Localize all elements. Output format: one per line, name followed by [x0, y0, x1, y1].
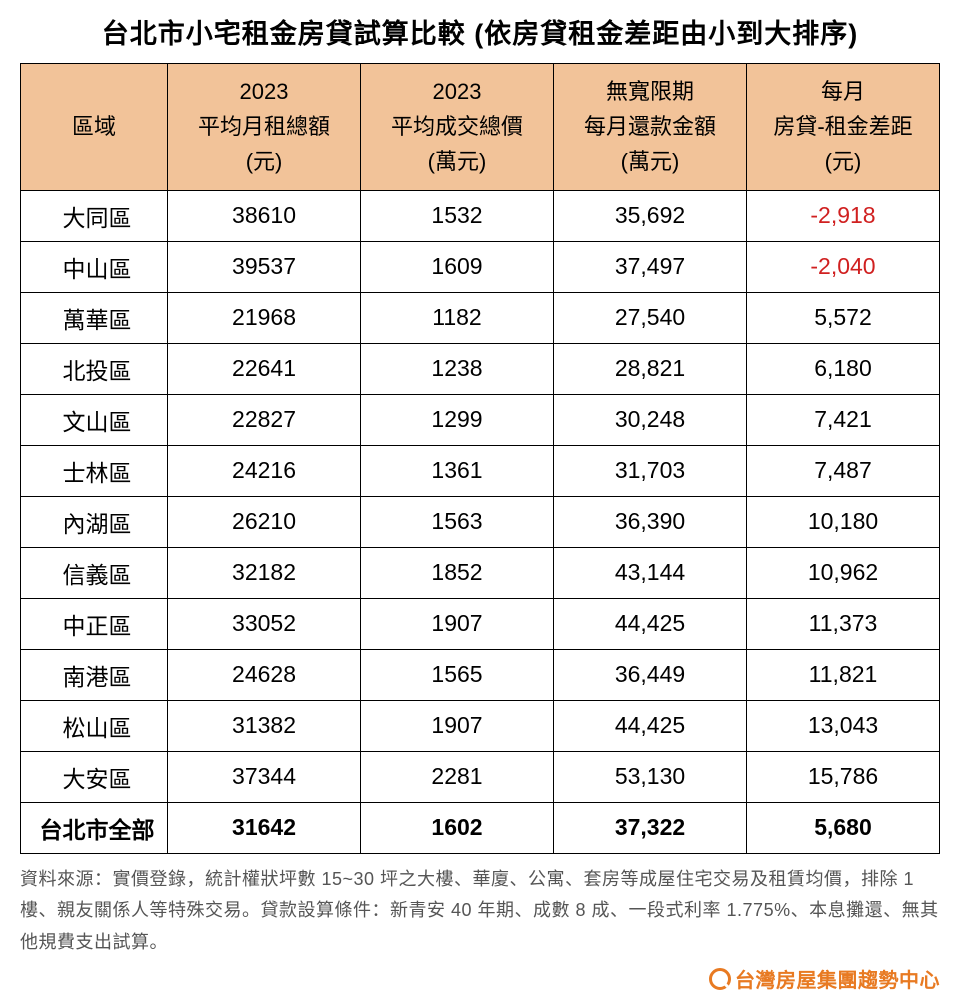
table-row: 中山區39537160937,497-2,040	[21, 241, 940, 292]
col-diff: 每月房貸-租金差距(元)	[746, 64, 939, 191]
cell-payment: 37,497	[554, 241, 747, 292]
cell-price: 1852	[361, 547, 554, 598]
cell-payment: 43,144	[554, 547, 747, 598]
table-row: 萬華區21968118227,5405,572	[21, 292, 940, 343]
cell-district-total: 台北市全部	[21, 802, 168, 853]
table-row: 內湖區26210156336,39010,180	[21, 496, 940, 547]
cell-diff: -2,918	[746, 190, 939, 241]
comparison-table: 區域 2023平均月租總額(元) 2023平均成交總價(萬元) 無寬限期每月還款…	[20, 63, 940, 854]
cell-payment: 44,425	[554, 598, 747, 649]
cell-payment: 28,821	[554, 343, 747, 394]
cell-price: 1361	[361, 445, 554, 496]
cell-diff: 7,421	[746, 394, 939, 445]
cell-price-total: 1602	[361, 802, 554, 853]
cell-rent: 24628	[168, 649, 361, 700]
table-row: 士林區24216136131,7037,487	[21, 445, 940, 496]
cell-district: 松山區	[21, 700, 168, 751]
cell-rent: 26210	[168, 496, 361, 547]
cell-rent-total: 31642	[168, 802, 361, 853]
cell-price: 1238	[361, 343, 554, 394]
cell-district: 中山區	[21, 241, 168, 292]
cell-payment: 27,540	[554, 292, 747, 343]
table-row: 信義區32182185243,14410,962	[21, 547, 940, 598]
cell-rent: 38610	[168, 190, 361, 241]
cell-district: 中正區	[21, 598, 168, 649]
table-total-row: 台北市全部31642160237,3225,680	[21, 802, 940, 853]
cell-price: 1563	[361, 496, 554, 547]
cell-district: 大安區	[21, 751, 168, 802]
cell-diff: -2,040	[746, 241, 939, 292]
cell-payment: 35,692	[554, 190, 747, 241]
cell-district: 北投區	[21, 343, 168, 394]
cell-diff: 10,180	[746, 496, 939, 547]
col-rent: 2023平均月租總額(元)	[168, 64, 361, 191]
cell-rent: 33052	[168, 598, 361, 649]
cell-diff: 11,373	[746, 598, 939, 649]
cell-rent: 22827	[168, 394, 361, 445]
cell-diff: 6,180	[746, 343, 939, 394]
cell-price: 1182	[361, 292, 554, 343]
cell-rent: 37344	[168, 751, 361, 802]
cell-price: 2281	[361, 751, 554, 802]
cell-diff: 11,821	[746, 649, 939, 700]
page-title: 台北市小宅租金房貸試算比較 (依房貸租金差距由小到大排序)	[20, 12, 940, 51]
cell-district: 南港區	[21, 649, 168, 700]
table-header-row: 區域 2023平均月租總額(元) 2023平均成交總價(萬元) 無寬限期每月還款…	[21, 64, 940, 191]
brand-logo: 台灣房屋集團趨勢中心	[709, 964, 940, 993]
cell-payment: 53,130	[554, 751, 747, 802]
cell-diff: 10,962	[746, 547, 939, 598]
cell-payment: 36,390	[554, 496, 747, 547]
table-row: 文山區22827129930,2487,421	[21, 394, 940, 445]
cell-payment: 31,703	[554, 445, 747, 496]
cell-rent: 22641	[168, 343, 361, 394]
cell-rent: 21968	[168, 292, 361, 343]
cell-diff: 5,572	[746, 292, 939, 343]
brand-logo-text: 台灣房屋集團趨勢中心	[735, 964, 940, 993]
cell-district: 內湖區	[21, 496, 168, 547]
data-source-footnote: 資料來源：實價登錄，統計權狀坪數 15~30 坪之大樓、華廈、公寓、套房等成屋住…	[20, 864, 940, 959]
cell-diff: 15,786	[746, 751, 939, 802]
cell-payment: 36,449	[554, 649, 747, 700]
cell-diff: 7,487	[746, 445, 939, 496]
brand-logo-icon	[704, 963, 735, 994]
cell-district: 萬華區	[21, 292, 168, 343]
table-row: 中正區33052190744,42511,373	[21, 598, 940, 649]
cell-price: 1565	[361, 649, 554, 700]
cell-district: 士林區	[21, 445, 168, 496]
col-price: 2023平均成交總價(萬元)	[361, 64, 554, 191]
cell-price: 1299	[361, 394, 554, 445]
cell-price: 1907	[361, 700, 554, 751]
cell-price: 1532	[361, 190, 554, 241]
cell-district: 大同區	[21, 190, 168, 241]
table-row: 松山區31382190744,42513,043	[21, 700, 940, 751]
cell-price: 1609	[361, 241, 554, 292]
table-row: 大安區37344228153,13015,786	[21, 751, 940, 802]
col-district: 區域	[21, 64, 168, 191]
cell-rent: 24216	[168, 445, 361, 496]
cell-payment: 44,425	[554, 700, 747, 751]
table-row: 南港區24628156536,44911,821	[21, 649, 940, 700]
cell-payment: 30,248	[554, 394, 747, 445]
cell-district: 信義區	[21, 547, 168, 598]
cell-diff-total: 5,680	[746, 802, 939, 853]
cell-payment-total: 37,322	[554, 802, 747, 853]
footer: 台灣房屋集團趨勢中心	[20, 964, 940, 993]
cell-price: 1907	[361, 598, 554, 649]
table-row: 大同區38610153235,692-2,918	[21, 190, 940, 241]
cell-diff: 13,043	[746, 700, 939, 751]
cell-rent: 39537	[168, 241, 361, 292]
cell-rent: 31382	[168, 700, 361, 751]
cell-district: 文山區	[21, 394, 168, 445]
cell-rent: 32182	[168, 547, 361, 598]
table-row: 北投區22641123828,8216,180	[21, 343, 940, 394]
col-payment: 無寬限期每月還款金額(萬元)	[554, 64, 747, 191]
